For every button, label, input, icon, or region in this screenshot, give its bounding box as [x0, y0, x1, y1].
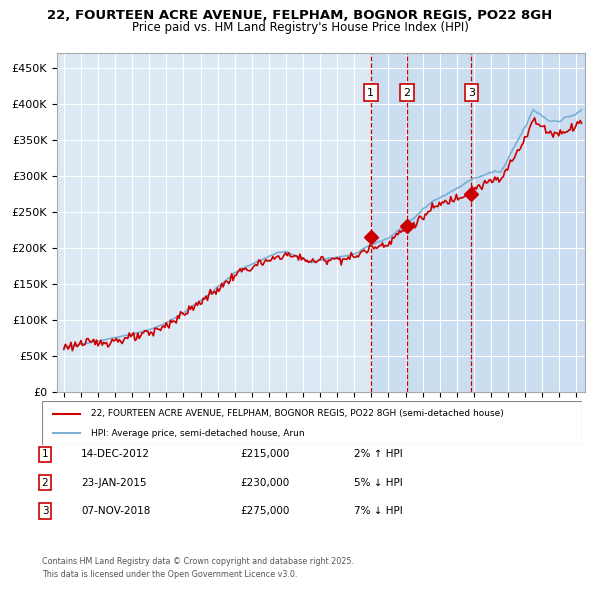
Text: 14-DEC-2012: 14-DEC-2012 [81, 450, 150, 459]
Text: 1: 1 [41, 450, 49, 459]
Text: Contains HM Land Registry data © Crown copyright and database right 2025.: Contains HM Land Registry data © Crown c… [42, 558, 354, 566]
Text: 2: 2 [403, 88, 410, 98]
Text: 23-JAN-2015: 23-JAN-2015 [81, 478, 146, 487]
Text: £230,000: £230,000 [240, 478, 289, 487]
Text: 7% ↓ HPI: 7% ↓ HPI [354, 506, 403, 516]
Text: This data is licensed under the Open Government Licence v3.0.: This data is licensed under the Open Gov… [42, 571, 298, 579]
Text: 2% ↑ HPI: 2% ↑ HPI [354, 450, 403, 459]
Text: £275,000: £275,000 [240, 506, 289, 516]
Text: £215,000: £215,000 [240, 450, 289, 459]
Text: 2: 2 [41, 478, 49, 487]
Text: 3: 3 [468, 88, 475, 98]
Text: HPI: Average price, semi-detached house, Arun: HPI: Average price, semi-detached house,… [91, 428, 304, 438]
Text: 5% ↓ HPI: 5% ↓ HPI [354, 478, 403, 487]
Text: 07-NOV-2018: 07-NOV-2018 [81, 506, 151, 516]
Text: 22, FOURTEEN ACRE AVENUE, FELPHAM, BOGNOR REGIS, PO22 8GH: 22, FOURTEEN ACRE AVENUE, FELPHAM, BOGNO… [47, 9, 553, 22]
Text: 3: 3 [41, 506, 49, 516]
Text: 22, FOURTEEN ACRE AVENUE, FELPHAM, BOGNOR REGIS, PO22 8GH (semi-detached house): 22, FOURTEEN ACRE AVENUE, FELPHAM, BOGNO… [91, 409, 503, 418]
Bar [371, 53, 585, 392]
Text: Price paid vs. HM Land Registry's House Price Index (HPI): Price paid vs. HM Land Registry's House … [131, 21, 469, 34]
Text: 1: 1 [367, 88, 374, 98]
